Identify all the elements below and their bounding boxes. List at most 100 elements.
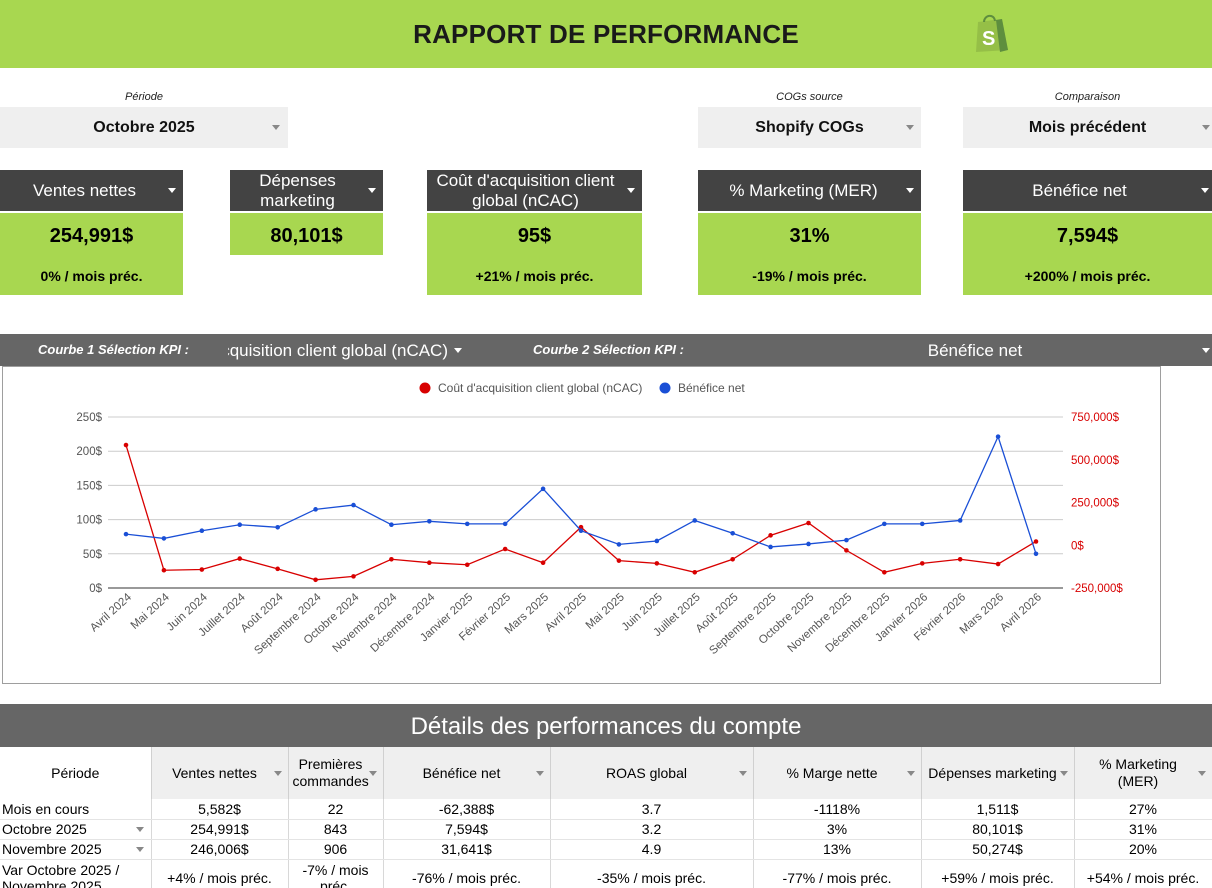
filter-chevron-icon[interactable]: [535, 771, 544, 776]
table-cell: 13%: [753, 839, 922, 860]
page-title: RAPPORT DE PERFORMANCE: [413, 19, 799, 49]
data-point: [389, 556, 394, 562]
curve1-label: Courbe 1 Sélection KPI :: [38, 342, 189, 357]
kpi-ncac-value: 95$: [517, 225, 552, 247]
chevron-down-icon: [906, 125, 914, 130]
kpi-profit-title: Bénéfice net: [1032, 180, 1127, 200]
table-cell: 31%: [1074, 819, 1212, 840]
x-tick-label: Décembre 2024: [369, 591, 438, 655]
y-left-tick-label: 100$: [76, 515, 102, 527]
chevron-down-icon[interactable]: [135, 826, 144, 832]
details-table: Période Ventes nettes Premières commandes B…: [0, 747, 1212, 888]
kpi-ncac-card: 95$ +21% / mois préc.: [427, 213, 642, 295]
column-header[interactable]: % Marge nette: [753, 747, 922, 799]
curve1-value: Coût d'acquisition client global (nCAC): [228, 341, 448, 360]
filter-chevron-icon[interactable]: [1197, 771, 1206, 776]
data-point: [995, 561, 1001, 567]
details-title: Détails des performances du compte: [0, 704, 1212, 747]
kpi-profit-header[interactable]: Bénéfice net: [963, 170, 1212, 211]
chevron-down-icon: [368, 188, 376, 193]
row-label-text: Octobre 2025: [2, 821, 87, 837]
kpi-marketing-header[interactable]: Dépenses marketing: [230, 170, 383, 211]
x-tick-label: Avril 2026: [998, 591, 1044, 634]
kpi-ncac-variation: +21% / mois préc.: [475, 268, 594, 284]
row-label[interactable]: Novembre 2025: [0, 839, 152, 860]
x-tick-label: Novembre 2024: [331, 591, 400, 655]
column-header[interactable]: Bénéfice net: [383, 747, 551, 799]
period-select[interactable]: Octobre 2025: [0, 107, 288, 148]
column-header[interactable]: Dépenses marketing: [921, 747, 1075, 799]
column-header[interactable]: Premières commandes: [288, 747, 384, 799]
kpi-mer-value: 31%: [789, 225, 830, 247]
data-point: [275, 566, 280, 572]
row-label-text: Novembre 2025: [2, 841, 102, 857]
series-line-ncac: [125, 444, 1037, 581]
x-tick-label: Novembre 2025: [786, 591, 855, 655]
data-point: [1033, 551, 1039, 557]
chart-legend: Coût d'acquisition client global (nCAC) …: [419, 381, 745, 395]
kpi-sales-card: 254,991$ 0% / mois préc.: [0, 213, 183, 295]
curve2-select[interactable]: Bénéfice net: [740, 334, 1212, 366]
row-label: Mois en cours: [0, 799, 152, 820]
y-right-tick-label: 500,000$: [1071, 455, 1120, 467]
curve-selection-bar: Courbe 1 Sélection KPI : Coût d'acquisit…: [0, 334, 1212, 366]
x-tick-label: Septembre 2025: [707, 591, 778, 657]
table-cell: 3.2: [550, 819, 754, 840]
kpi-mer-header[interactable]: % Marketing (MER): [698, 170, 921, 211]
column-header-period: Période: [0, 747, 152, 799]
kpi-sales-value: 254,991$: [49, 225, 134, 247]
kpi-ncac-title: Coût d'acquisition client global (nCAC): [436, 170, 615, 210]
kpi-marketing-value: 80,101$: [270, 225, 343, 247]
column-header[interactable]: % Marketing (MER): [1074, 747, 1212, 799]
kpi-profit-variation: +200% / mois préc.: [1024, 268, 1151, 284]
row-label[interactable]: Octobre 2025: [0, 819, 152, 840]
table-row: Var Octobre 2025 / Novembre 2025 +4% / mo…: [0, 859, 1212, 888]
data-point: [502, 546, 508, 552]
legend-label-ncac: Coût d'acquisition client global (nCAC): [438, 381, 642, 395]
data-point: [919, 521, 925, 527]
column-header-label: Premières commandes: [292, 756, 369, 789]
y-left-tick-label: 50$: [83, 549, 103, 561]
column-header[interactable]: ROAS global: [550, 747, 754, 799]
cogs-select[interactable]: Shopify COGs: [698, 107, 921, 148]
data-point: [313, 507, 318, 512]
kpi-ncac-header[interactable]: Coût d'acquisition client global (nCAC): [427, 170, 642, 211]
table-cell: 246,006$: [151, 839, 289, 860]
filter-chevron-icon[interactable]: [368, 771, 377, 776]
chevron-down-icon: [906, 188, 914, 193]
data-point: [464, 562, 470, 568]
data-point: [578, 528, 584, 534]
kpi-marketing-card: 80,101$: [230, 213, 383, 255]
kpi-mer-title: % Marketing (MER): [729, 180, 878, 200]
filter-chevron-icon[interactable]: [738, 771, 747, 776]
curve1-select[interactable]: Coût d'acquisition client global (nCAC): [228, 334, 466, 366]
chevron-down-icon: [1202, 348, 1210, 353]
table-cell: -35% / mois préc.: [550, 859, 754, 888]
filter-chevron-icon[interactable]: [906, 771, 915, 776]
x-tick-label: Septembre 2024: [252, 591, 324, 657]
kpi-sales-header[interactable]: Ventes nettes: [0, 170, 183, 211]
y-right-tick-label: 0$: [1071, 540, 1084, 552]
row-label-text: Var Octobre 2025 / Novembre 2025: [2, 862, 120, 888]
data-point: [882, 521, 887, 527]
data-point: [730, 530, 735, 536]
filter-chevron-icon[interactable]: [273, 771, 282, 776]
comparison-select[interactable]: Mois précédent: [963, 107, 1212, 148]
data-point: [123, 531, 129, 537]
data-point: [919, 561, 925, 566]
data-point: [464, 521, 470, 527]
table-cell: 7,594$: [383, 819, 551, 840]
data-point: [995, 434, 1001, 439]
table-cell: 1,511$: [921, 799, 1075, 820]
kpi-sales-variation: 0% / mois préc.: [40, 268, 143, 284]
column-header[interactable]: Ventes nettes: [151, 747, 289, 799]
chevron-down-icon[interactable]: [135, 846, 144, 852]
row-label-text: Mois en cours: [2, 800, 90, 817]
data-point: [882, 569, 887, 575]
filter-chevron-icon[interactable]: [1059, 771, 1068, 776]
x-tick-label: Avril 2025: [543, 591, 589, 634]
legend-label-profit: Bénéfice net: [678, 381, 745, 395]
column-header-label: % Marge nette: [786, 764, 878, 781]
series-line-profit: [125, 434, 1037, 555]
data-point: [654, 561, 660, 566]
